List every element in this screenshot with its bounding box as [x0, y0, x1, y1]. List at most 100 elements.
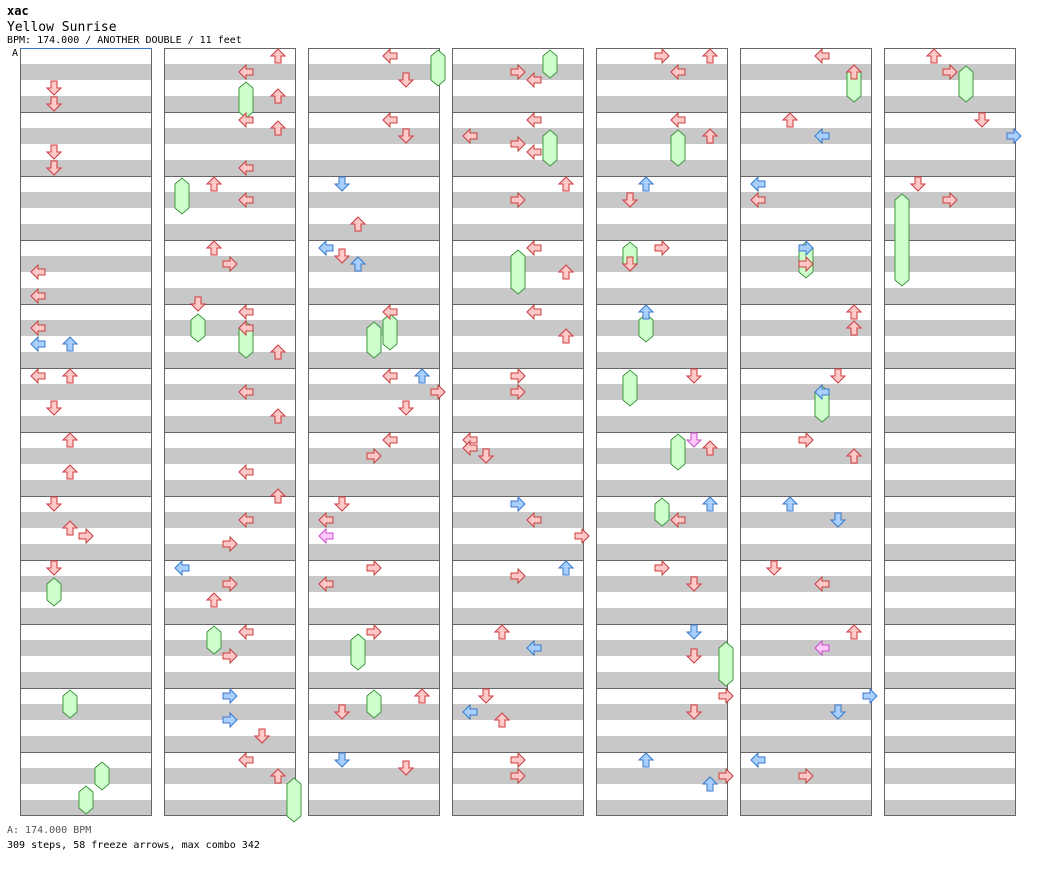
step-arrow — [510, 567, 526, 585]
beat-stripe — [164, 64, 296, 80]
step-arrow — [510, 767, 526, 785]
freeze-arrow — [622, 369, 638, 407]
step-arrow — [637, 304, 655, 320]
step-arrow — [814, 575, 830, 593]
step-arrow — [222, 575, 238, 593]
step-arrow — [510, 191, 526, 209]
freeze-arrow — [366, 321, 382, 359]
step-arrow — [654, 239, 670, 257]
beat-stripe — [308, 192, 440, 208]
beat-stripe — [884, 704, 1016, 720]
beat-stripe — [308, 608, 440, 624]
beat-stripe — [452, 576, 584, 592]
step-arrow — [30, 319, 46, 337]
beat-stripe — [164, 448, 296, 464]
step-arrow — [685, 576, 703, 592]
step-arrow — [574, 527, 590, 545]
step-arrow — [61, 368, 79, 384]
step-arrow — [205, 240, 223, 256]
beat-stripe — [884, 672, 1016, 688]
beat-stripe — [452, 288, 584, 304]
beat-stripe — [740, 416, 872, 432]
step-arrow — [238, 159, 254, 177]
step-arrow — [397, 400, 415, 416]
step-arrow — [814, 47, 830, 65]
step-arrow — [510, 495, 526, 513]
beat-stripe — [596, 192, 728, 208]
freeze-arrow — [894, 193, 910, 287]
beat-stripe — [884, 608, 1016, 624]
beat-stripe — [164, 288, 296, 304]
step-arrow — [845, 448, 863, 464]
beat-stripe — [164, 384, 296, 400]
chart-info: BPM: 174.000 / ANOTHER DOUBLE / 11 feet — [7, 35, 242, 46]
step-arrow — [462, 127, 478, 145]
step-arrow — [222, 255, 238, 273]
step-arrow — [238, 383, 254, 401]
beat-stripe — [20, 544, 152, 560]
freeze-arrow — [510, 249, 526, 295]
beat-stripe — [884, 768, 1016, 784]
beat-stripe — [884, 800, 1016, 816]
beat-stripe — [308, 736, 440, 752]
step-arrow — [45, 80, 63, 96]
beat-stripe — [596, 128, 728, 144]
step-arrow — [269, 488, 287, 504]
column-border — [452, 48, 584, 816]
beat-stripe — [164, 672, 296, 688]
step-arrow — [205, 176, 223, 192]
beat-stripe — [452, 544, 584, 560]
beat-stripe — [308, 288, 440, 304]
beat-stripe — [740, 64, 872, 80]
beat-stripe — [164, 224, 296, 240]
beat-stripe — [164, 480, 296, 496]
beat-stripe — [20, 736, 152, 752]
step-arrow — [253, 728, 271, 744]
step-arrow — [333, 248, 351, 264]
beat-stripe — [308, 640, 440, 656]
step-arrow — [845, 304, 863, 320]
step-arrow — [829, 512, 847, 528]
step-arrow — [269, 120, 287, 136]
step-arrow — [701, 48, 719, 64]
beat-stripe — [596, 416, 728, 432]
step-arrow — [269, 408, 287, 424]
beat-stripe — [452, 416, 584, 432]
freeze-arrow — [46, 577, 62, 607]
beat-stripe — [884, 128, 1016, 144]
beat-stripe — [740, 640, 872, 656]
beat-stripe — [596, 288, 728, 304]
step-arrow — [318, 575, 334, 593]
beat-stripe — [740, 448, 872, 464]
beat-stripe — [164, 640, 296, 656]
step-arrow — [222, 711, 238, 729]
beat-stripe — [596, 160, 728, 176]
beat-stripe — [452, 224, 584, 240]
beat-stripe — [596, 384, 728, 400]
beat-stripe — [596, 768, 728, 784]
step-arrow — [621, 192, 639, 208]
beat-stripe — [740, 128, 872, 144]
freeze-arrow — [958, 65, 974, 103]
step-arrow — [781, 112, 799, 128]
beat-stripe — [20, 288, 152, 304]
step-arrow — [845, 64, 863, 80]
step-arrow — [685, 432, 703, 448]
step-arrow — [670, 63, 686, 81]
step-arrow — [781, 496, 799, 512]
step-arrow — [510, 63, 526, 81]
chart-author: xac — [7, 4, 29, 18]
step-arrow — [189, 296, 207, 312]
step-arrow — [222, 535, 238, 553]
beat-stripe — [884, 512, 1016, 528]
chart-stats: 309 steps, 58 freeze arrows, max combo 3… — [7, 840, 260, 851]
beat-stripe — [740, 192, 872, 208]
beat-stripe — [596, 544, 728, 560]
beat-stripe — [308, 96, 440, 112]
step-arrow — [366, 623, 382, 641]
step-arrow — [222, 647, 238, 665]
beat-stripe — [740, 352, 872, 368]
beat-stripe — [452, 480, 584, 496]
beat-stripe — [884, 416, 1016, 432]
beat-stripe — [884, 736, 1016, 752]
